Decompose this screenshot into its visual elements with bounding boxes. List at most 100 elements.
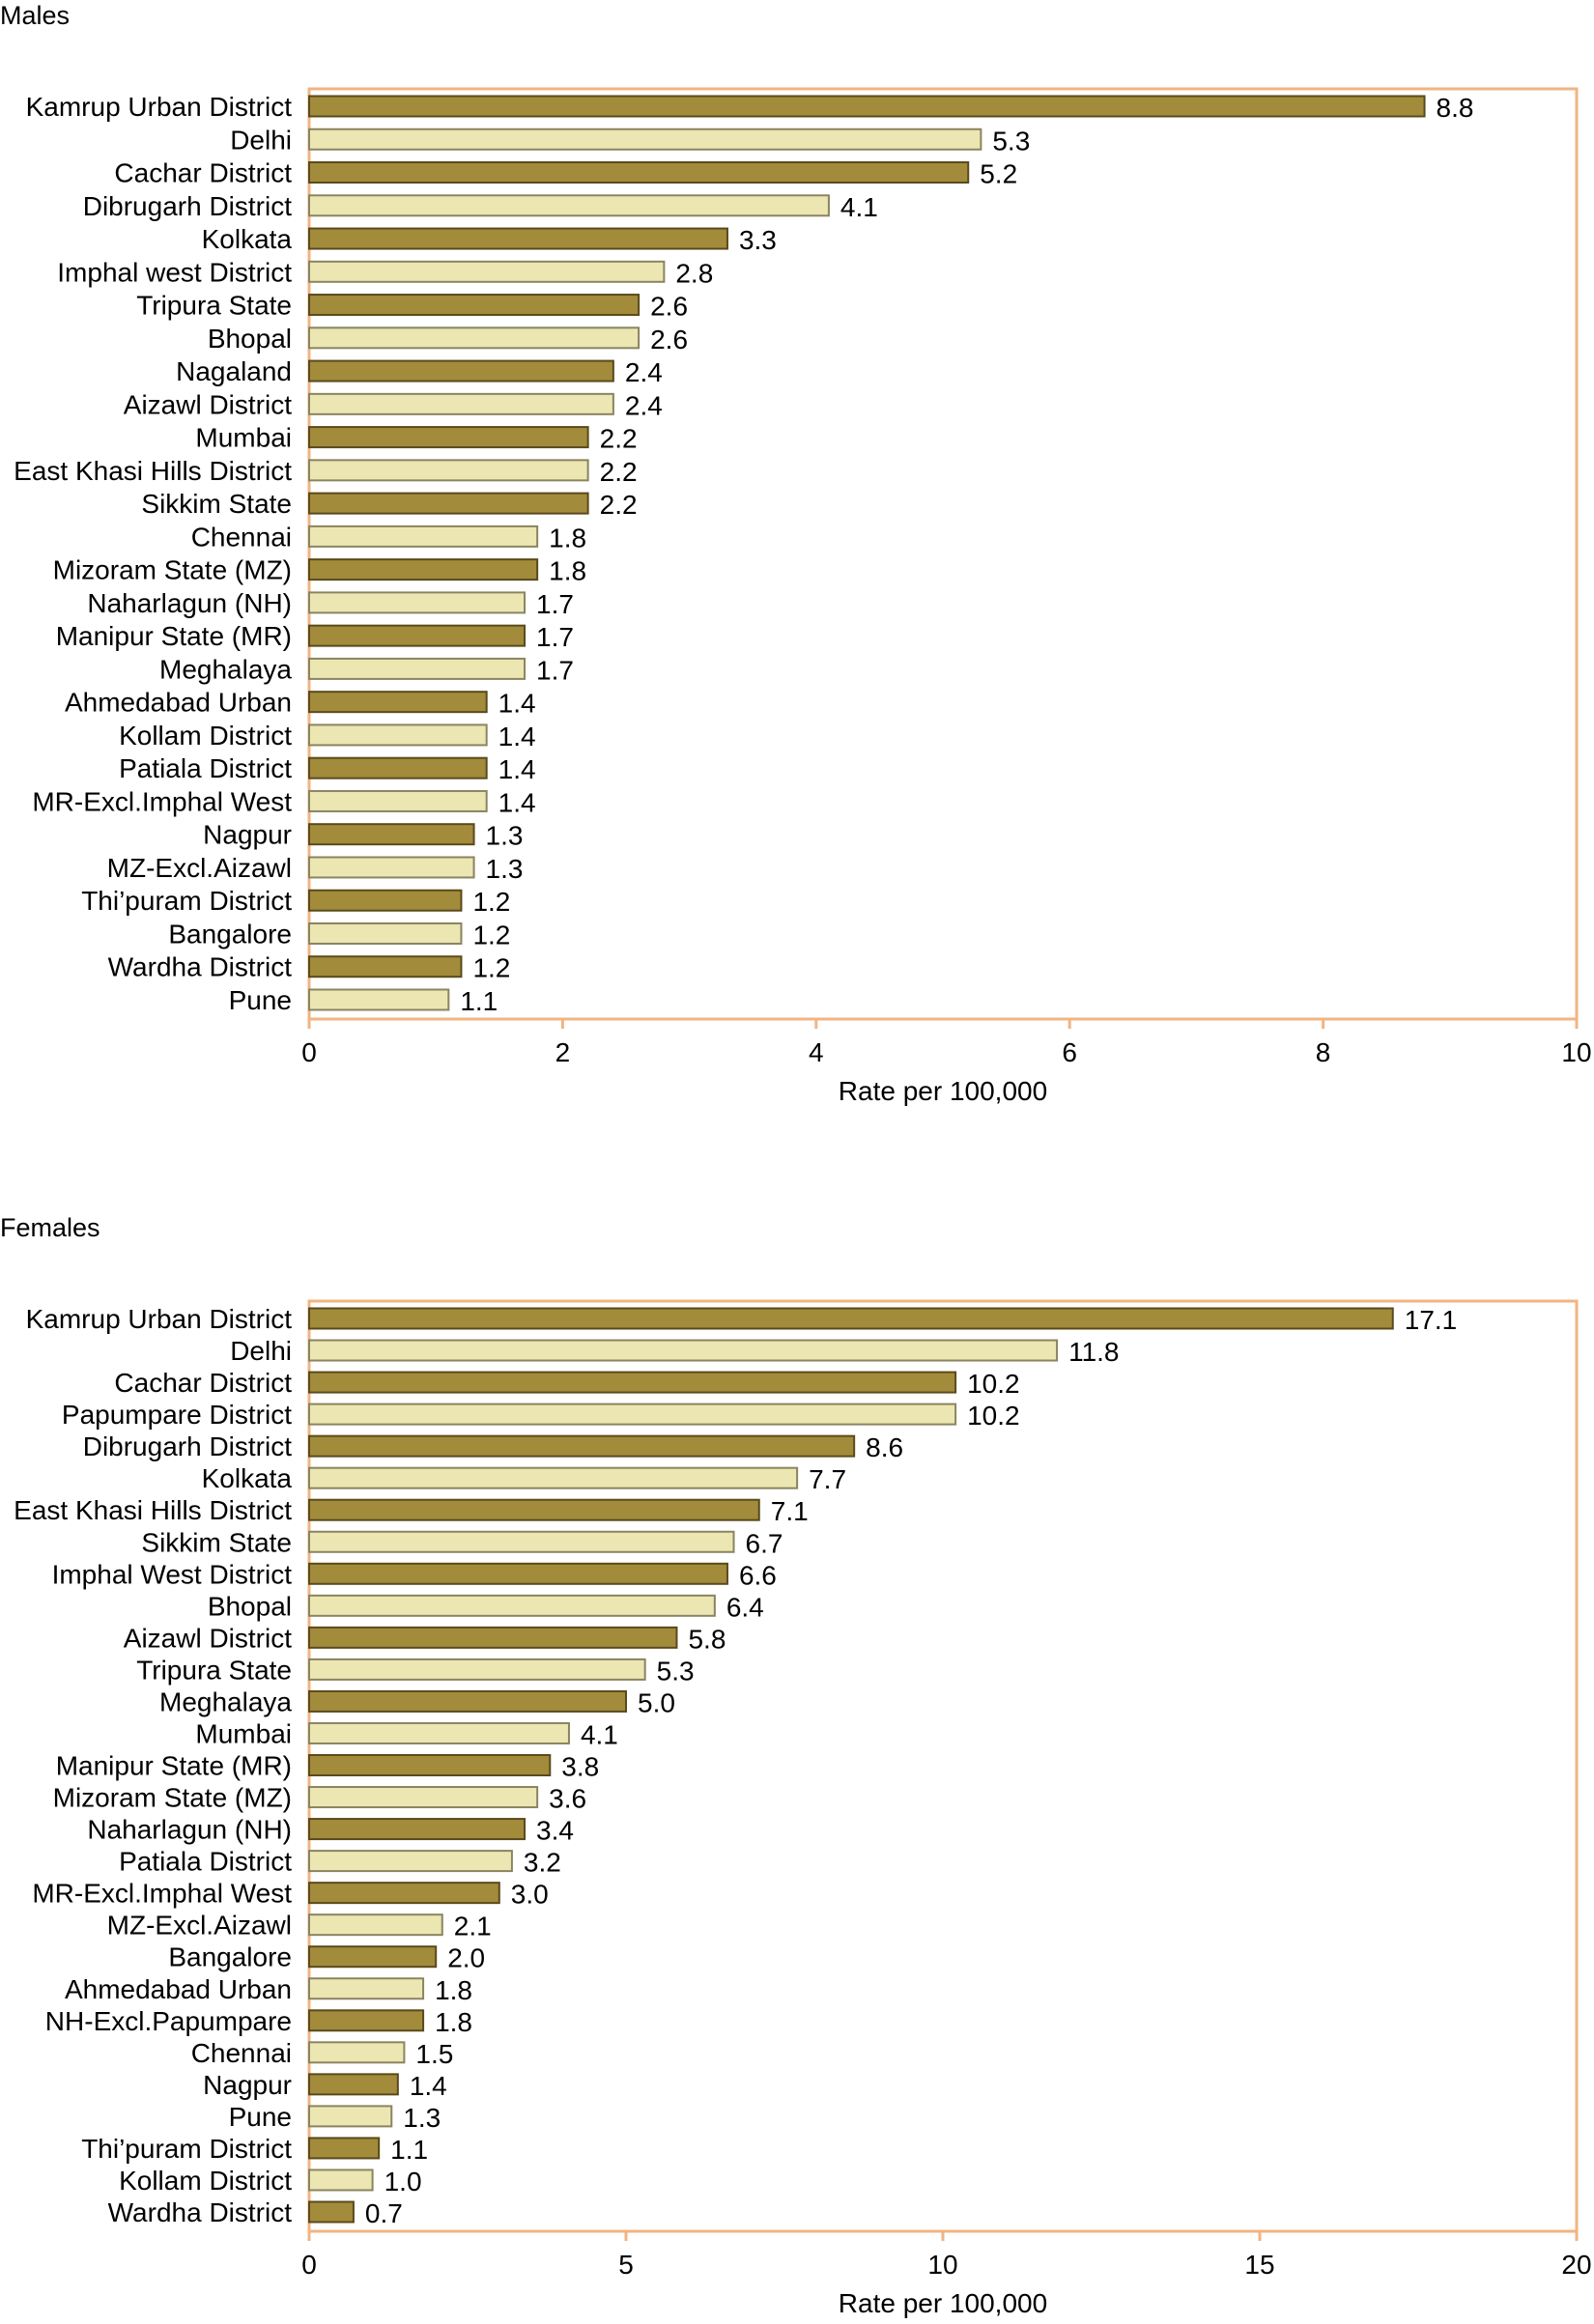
value-label: 1.3 bbox=[486, 821, 524, 851]
bar bbox=[308, 2137, 381, 2160]
category-label: Mizoram State (MZ) bbox=[53, 555, 292, 585]
value-label: 1.1 bbox=[390, 2135, 428, 2165]
category-label: Chennai bbox=[191, 522, 292, 552]
bar bbox=[308, 128, 982, 151]
category-label: Pune bbox=[229, 985, 292, 1015]
bar bbox=[308, 2073, 399, 2096]
bar bbox=[308, 723, 488, 747]
x-tick-label: 8 bbox=[1316, 1037, 1331, 1067]
category-label: Kamrup Urban District bbox=[26, 92, 293, 122]
x-tick-label: 0 bbox=[301, 1037, 317, 1067]
x-tick-label: 10 bbox=[927, 2250, 957, 2280]
category-label: Ahmedabad Urban bbox=[65, 688, 292, 718]
bar bbox=[308, 1945, 438, 1969]
bar bbox=[308, 823, 475, 846]
category-label: Kollam District bbox=[119, 721, 292, 751]
value-label: 5.3 bbox=[657, 1656, 695, 1686]
bar bbox=[308, 856, 475, 879]
category-label: Mumbai bbox=[195, 1718, 292, 1748]
category-label: Kolkata bbox=[202, 224, 293, 254]
category-label: Meghalaya bbox=[159, 1686, 292, 1716]
category-label: Tripura State bbox=[136, 291, 292, 321]
bar bbox=[308, 1913, 443, 1937]
value-label: 2.2 bbox=[600, 490, 638, 520]
category-label: Imphal west District bbox=[57, 257, 292, 287]
bar bbox=[308, 591, 527, 614]
value-label: 5.0 bbox=[638, 1687, 675, 1717]
value-label: 1.4 bbox=[498, 754, 536, 784]
category-label: Kollam District bbox=[119, 2166, 292, 2196]
category-label: Manipur State (MR) bbox=[56, 1751, 292, 1781]
bar bbox=[308, 359, 614, 383]
category-label: Dibrugarh District bbox=[83, 191, 292, 221]
value-label: 4.1 bbox=[581, 1719, 618, 1749]
value-label: 3.0 bbox=[511, 1880, 549, 1910]
x-tick-label: 2 bbox=[555, 1037, 571, 1067]
bar bbox=[308, 2009, 425, 2032]
value-label: 0.7 bbox=[365, 2198, 403, 2228]
females-bar-chart: Kamrup Urban District 17.1 Delhi 11.8 Cachar… bbox=[14, 1299, 1592, 2318]
value-label: 2.0 bbox=[447, 1943, 485, 1973]
bar bbox=[308, 1850, 513, 1873]
value-label: 1.0 bbox=[384, 2167, 422, 2196]
bar bbox=[308, 492, 589, 515]
x-tick-label: 10 bbox=[1561, 1037, 1591, 1067]
category-label: Imphal West District bbox=[52, 1559, 293, 1589]
category-label: Naharlagun (NH) bbox=[87, 588, 292, 618]
value-label: 5.3 bbox=[992, 126, 1030, 156]
x-tick-label: 5 bbox=[618, 2250, 634, 2280]
value-label: 6.6 bbox=[739, 1560, 777, 1590]
value-label: 2.2 bbox=[600, 457, 638, 487]
category-label: Pune bbox=[229, 2102, 292, 2132]
bar bbox=[308, 789, 488, 812]
category-label: Nagpur bbox=[203, 2070, 292, 2100]
value-label: 11.8 bbox=[1068, 1337, 1119, 1367]
bar bbox=[308, 2041, 406, 2064]
category-label: Bangalore bbox=[168, 1942, 292, 1972]
females-chart-title: Females bbox=[0, 1213, 100, 1242]
value-label: 6.7 bbox=[746, 1528, 783, 1558]
x-tick-label: 6 bbox=[1062, 1037, 1077, 1067]
bar bbox=[308, 1562, 728, 1585]
category-label: East Khasi Hills District bbox=[14, 456, 292, 486]
value-label: 2.4 bbox=[625, 357, 663, 387]
value-label: 3.3 bbox=[739, 225, 777, 255]
category-label: Wardha District bbox=[108, 952, 293, 982]
category-label: Delhi bbox=[230, 1336, 292, 1366]
bar bbox=[308, 2168, 374, 2192]
value-label: 10.2 bbox=[967, 1401, 1020, 1431]
value-label: 1.7 bbox=[536, 655, 574, 685]
value-label: 1.7 bbox=[536, 622, 574, 652]
value-label: 10.2 bbox=[967, 1369, 1020, 1399]
category-label: Sikkim State bbox=[141, 489, 292, 519]
category-label: Cachar District bbox=[114, 158, 292, 188]
bar bbox=[308, 1977, 425, 2000]
value-label: 2.4 bbox=[625, 390, 663, 420]
category-label: Patiala District bbox=[119, 1847, 292, 1877]
bar bbox=[308, 260, 666, 283]
bar bbox=[308, 1882, 500, 1905]
bar bbox=[308, 294, 640, 317]
bar bbox=[308, 1754, 552, 1776]
value-label: 1.4 bbox=[410, 2071, 447, 2101]
bar bbox=[308, 524, 539, 548]
bar bbox=[308, 1466, 799, 1489]
bar bbox=[308, 1721, 570, 1744]
value-label: 2.1 bbox=[454, 1912, 492, 1941]
value-label: 3.2 bbox=[524, 1848, 561, 1878]
bar bbox=[308, 227, 728, 250]
bar bbox=[308, 921, 463, 945]
category-label: Ahmedabad Urban bbox=[65, 1974, 292, 2004]
value-label: 1.7 bbox=[536, 589, 574, 619]
value-label: 1.5 bbox=[415, 2039, 453, 2069]
bar bbox=[308, 1339, 1059, 1362]
value-label: 3.4 bbox=[536, 1816, 574, 1846]
bar bbox=[308, 1658, 646, 1681]
bar bbox=[308, 459, 589, 482]
males-chart-panel: Males Kamrup Urban District 8.8 Delhi 5.3 Ca… bbox=[0, 0, 1594, 1140]
category-label: Mumbai bbox=[195, 423, 292, 453]
bar bbox=[308, 1371, 957, 1394]
category-label: Patiala District bbox=[119, 753, 292, 783]
category-label: Dibrugarh District bbox=[83, 1431, 292, 1461]
value-label: 2.8 bbox=[675, 258, 713, 288]
